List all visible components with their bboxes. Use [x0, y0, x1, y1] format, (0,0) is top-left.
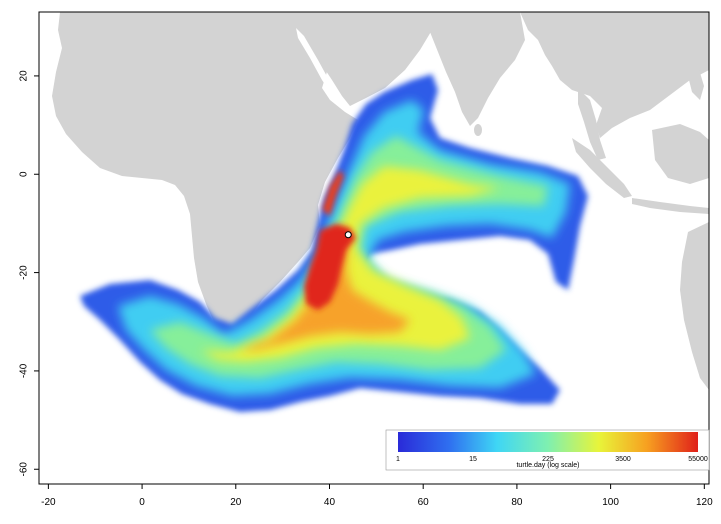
- x-axis: -20 0 20 40 60 80 100 120: [41, 484, 713, 508]
- landmass-malay-peninsula: [578, 88, 606, 160]
- x-tick-label: 20: [230, 497, 242, 508]
- density-red-coast-strip: [322, 170, 344, 216]
- landmass-africa: [52, 12, 358, 340]
- density-red-core: [304, 224, 356, 310]
- landmass-india: [428, 12, 525, 126]
- landmass-australia: [680, 222, 709, 390]
- colorbar-tick-label: 3500: [615, 456, 631, 463]
- y-tick-label: -40: [19, 363, 30, 378]
- density-layer: [80, 74, 588, 412]
- landmass-sri-lanka: [474, 124, 482, 136]
- x-tick-label: 0: [139, 497, 145, 508]
- landmass-java: [632, 198, 709, 214]
- land-layer: [52, 12, 709, 390]
- y-tick-label: 20: [19, 70, 30, 82]
- colorbar: 1 15 225 3500 55000 turtle.day (log scal…: [385, 429, 710, 471]
- red-sea: [296, 28, 338, 98]
- x-tick-label: -20: [41, 497, 56, 508]
- colorbar-tick-label: 15: [469, 456, 477, 463]
- colorbar-title: turtle.day (log scale): [516, 462, 579, 469]
- y-tick-label: 0: [19, 171, 30, 177]
- colorbar-gradient: [398, 432, 698, 452]
- y-tick-label: -60: [19, 462, 30, 477]
- colorbar-tick-label: 55000: [688, 456, 708, 463]
- x-tick-label: 40: [324, 497, 336, 508]
- plot-frame: [38, 11, 710, 485]
- landmass-borneo: [652, 124, 709, 184]
- y-tick-label: -20: [19, 265, 30, 280]
- landmass-arabia: [300, 12, 432, 106]
- density-yellow-band: [200, 166, 500, 362]
- colorbar-tick-label: 1: [396, 456, 400, 463]
- release-point-marker: [344, 231, 352, 239]
- landmass-sumatra: [572, 138, 632, 198]
- x-tick-label: 120: [696, 497, 713, 508]
- x-tick-label: 80: [511, 497, 523, 508]
- x-tick-label: 60: [418, 497, 430, 508]
- colorbar-tick-label: 225: [542, 456, 554, 463]
- y-axis: 20 0 -20 -40 -60: [19, 70, 39, 477]
- landmass-philippines: [688, 60, 704, 100]
- landmass-southeast-asia: [520, 12, 709, 138]
- x-tick-label: 100: [602, 497, 619, 508]
